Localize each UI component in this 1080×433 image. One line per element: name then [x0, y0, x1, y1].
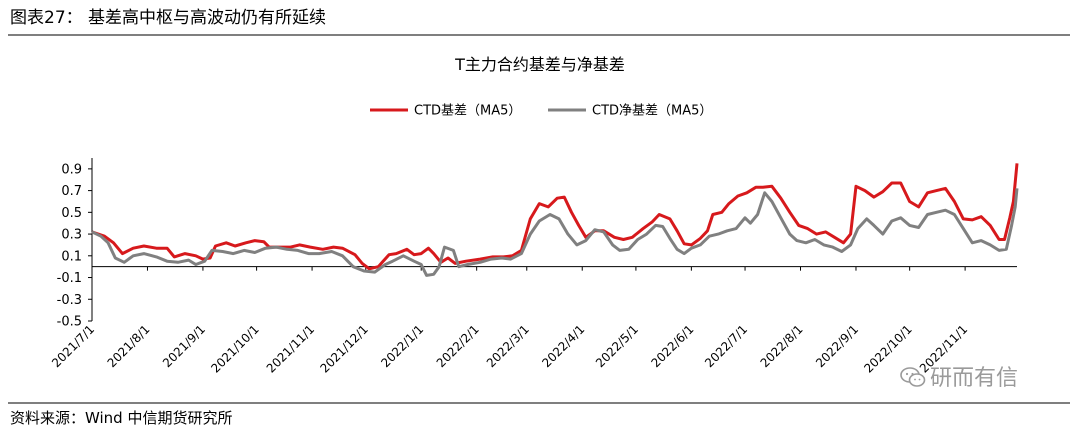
- top-rule: [8, 34, 1070, 36]
- source-note: 资料来源：Wind 中信期货研究所: [10, 409, 233, 427]
- x-tick-label: 2022/2/1: [434, 322, 482, 370]
- watermark-text: 研而有信: [930, 366, 1019, 391]
- x-tick-label: 2022/4/1: [539, 322, 587, 370]
- legend-label: CTD净基差（MA5）: [592, 104, 712, 119]
- x-tick-label: 2022/7/1: [702, 322, 750, 370]
- chart-plot: [91, 163, 1019, 277]
- y-tick-label: -0.1: [57, 271, 82, 286]
- y-tick-label: 0.1: [61, 249, 82, 264]
- x-tick-label: 2022/5/1: [593, 322, 641, 370]
- chart-title: T主力合约基差与净基差: [454, 55, 625, 74]
- x-tick-label: 2021/11/1: [264, 322, 317, 375]
- series-line-ctd-net-basis: [91, 188, 1019, 277]
- chart-legend: CTD基差（MA5） CTD净基差（MA5）: [370, 104, 712, 119]
- x-tick-label: 2022/8/1: [758, 322, 806, 370]
- series-line-ctd-basis: [91, 163, 1019, 271]
- watermark: 研而有信: [900, 366, 1018, 392]
- y-tick-label: -0.5: [57, 315, 82, 330]
- wechat-icon: [900, 367, 926, 387]
- x-tick-label: 2022/3/1: [484, 322, 532, 370]
- x-tick-label: 2021/8/1: [105, 322, 153, 370]
- y-tick-label: -0.3: [57, 293, 82, 308]
- x-tick-label: 2021/9/1: [160, 322, 208, 370]
- report-header: 图表27： 基差高中枢与高波动仍有所延续: [0, 0, 1080, 38]
- y-tick-label: 0.9: [61, 162, 82, 177]
- y-tick-label: 0.5: [61, 206, 82, 221]
- legend-label: CTD基差（MA5）: [414, 104, 521, 119]
- x-tick-label: 2022/9/1: [813, 322, 861, 370]
- chart-area: T主力合约基差与净基差 CTD基差（MA5） CTD净基差（MA5） 0.9 0.7…: [49, 55, 1019, 376]
- x-tick-label: 2021/12/1: [317, 322, 370, 375]
- x-tick-label: 2022/6/1: [648, 322, 696, 370]
- x-tick-label: 2021/10/1: [208, 322, 261, 375]
- y-tick-label: 0.7: [61, 184, 82, 199]
- figure-caption: 图表27： 基差高中枢与高波动仍有所延续: [10, 8, 327, 28]
- bottom-rule: [8, 402, 1070, 404]
- x-tick-label: 2022/1/1: [378, 322, 426, 370]
- y-tick-label: 0.3: [61, 228, 82, 243]
